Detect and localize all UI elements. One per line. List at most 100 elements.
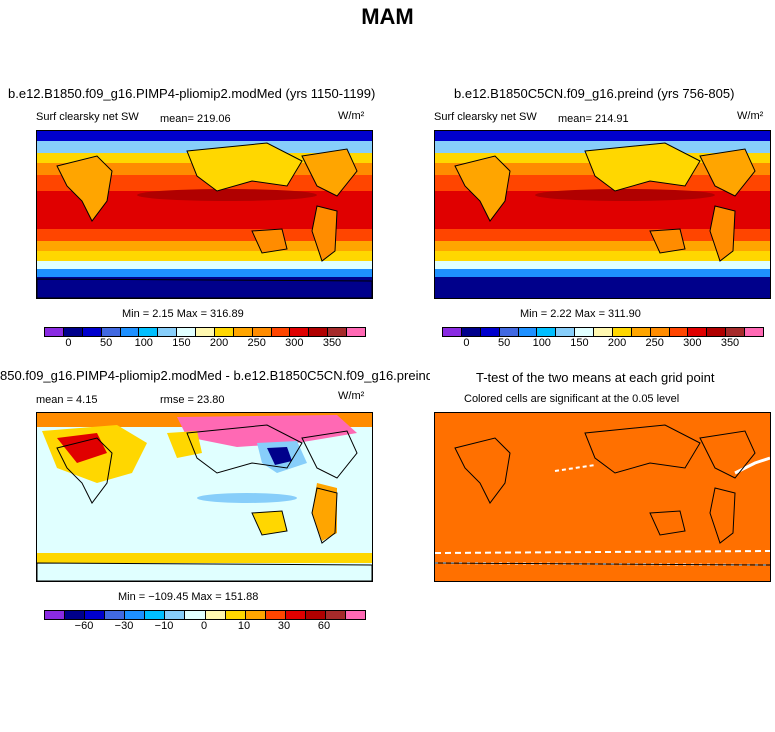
panel1-colorbar-tick: 200 [209, 337, 229, 349]
panel3-map-svg [37, 413, 372, 581]
panel3-colorbar-swatch [45, 611, 66, 619]
panel3-colorbar-tick: −10 [154, 620, 174, 632]
panel2-colorbar-swatch [669, 328, 689, 336]
panel1-colorbar-swatch [196, 328, 215, 336]
panel3-colorbar-tick: −30 [114, 620, 134, 632]
panel1-colorbar-swatch [158, 328, 178, 336]
panel2-units: W/m² [737, 110, 764, 122]
ttest-background [435, 413, 770, 581]
panel2-colorbar-swatch [688, 328, 708, 336]
panel3-colorbar-swatch [305, 611, 326, 619]
panel1-mean: mean= 219.06 [160, 113, 231, 125]
panel4-map [434, 412, 771, 582]
panel1-colorbar-swatch [82, 328, 102, 336]
panel1-variable: Surf clearsky net SW [36, 111, 139, 123]
panel1-units: W/m² [338, 110, 365, 122]
panel3-map [36, 412, 373, 582]
panel2-colorbar-tick: 0 [463, 337, 470, 349]
panel2-colorbar-tick: 100 [532, 337, 551, 349]
panel2-map [434, 130, 771, 299]
panel2-colorbar-tick: 50 [497, 337, 511, 349]
panel3-colorbar-swatch [145, 611, 166, 619]
panel3-rmse: rmse = 23.80 [160, 394, 225, 406]
panel2-colorbar-tick: 200 [607, 337, 627, 349]
panel3-colorbar-tick: 10 [237, 620, 251, 632]
panel3-colorbar-swatch [125, 611, 146, 619]
panel1-colorbar-swatch [101, 328, 121, 336]
panel4-title: T-test of the two means at each grid poi… [476, 370, 715, 385]
panel3-colorbar-swatch [85, 611, 106, 619]
panel1-map-svg [37, 131, 372, 298]
panel1-colorbar-tick: 50 [99, 337, 113, 349]
panel1-colorbar-swatch [214, 328, 234, 336]
panel2-colorbar-swatch [499, 328, 519, 336]
panel1-colorbar-swatch [120, 328, 140, 336]
panel3-colorbar-tick: 0 [200, 620, 208, 632]
panel3-stats: Min = −109.45 Max = 151.88 [118, 591, 259, 603]
panel3-colorbar-swatch [65, 611, 86, 619]
panel3-mean: mean = 4.15 [36, 394, 98, 406]
panel1-colorbar-swatch [290, 328, 310, 336]
panel2-colorbar-swatch [726, 328, 745, 336]
panel3-colorbar-tick: 30 [277, 620, 291, 632]
panel1-colorbar-tick: 300 [285, 337, 304, 349]
panel1-title: b.e12.B1850.f09_g16.PIMP4-pliomip2.modMe… [8, 86, 376, 101]
panel2-colorbar-tick: 250 [645, 337, 664, 349]
panel3-colorbar-swatch [245, 611, 266, 619]
panel1-colorbar-swatch [328, 328, 347, 336]
panel2-colorbar-swatch [556, 328, 576, 336]
panel2-colorbar-swatch [518, 328, 538, 336]
panel1-colorbar-swatch [271, 328, 291, 336]
panel1-colorbar-swatch [309, 328, 329, 336]
panel2-colorbar-swatch [707, 328, 727, 336]
panel3-units: W/m² [338, 390, 365, 402]
panel2-colorbar-tick: 300 [683, 337, 702, 349]
panel2-map-svg [435, 131, 770, 298]
panel1-colorbar-swatch [233, 328, 253, 336]
panel2-colorbar-swatch [650, 328, 670, 336]
panel2-variable: Surf clearsky net SW [434, 111, 537, 123]
panel2-colorbar-swatch [480, 328, 500, 336]
panel3-colorbar-swatch [185, 611, 206, 619]
panel1-colorbar-tick: 250 [247, 337, 266, 349]
panel3-colorbar-swatch [265, 611, 286, 619]
panel3-title-clip: b.e12.B1850.f09_g16.PIMP4-pliomip2.modMe… [0, 368, 430, 383]
panel1-colorbar-swatch [347, 328, 365, 336]
panel2-colorbar-swatch [594, 328, 613, 336]
panel2-mean: mean= 214.91 [558, 113, 629, 125]
panel2-title: b.e12.B1850C5CN.f09_g16.preind (yrs 756-… [454, 86, 735, 101]
panel1-colorbar-tick: 100 [134, 337, 153, 349]
panel1-colorbar-tick: 150 [172, 337, 191, 349]
panel2-colorbar-tick: 350 [720, 337, 740, 349]
panel1-colorbar-tick: 0 [65, 337, 72, 349]
panel1-colorbar-swatch [63, 328, 83, 336]
panel3-colorbar-swatch [225, 611, 246, 619]
panel1-colorbar-swatch [139, 328, 159, 336]
panel2-colorbar [442, 327, 764, 337]
panel4-subtitle: Colored cells are significant at the 0.0… [464, 393, 680, 405]
panel2-colorbar-swatch [612, 328, 632, 336]
panel2-stats: Min = 2.22 Max = 311.90 [520, 308, 641, 320]
panel3-title: b.e12.B1850.f09_g16.PIMP4-pliomip2.modMe… [0, 368, 430, 383]
panel2-colorbar-swatch [631, 328, 651, 336]
panel2-colorbar-swatch [461, 328, 481, 336]
panel1-colorbar-swatch [252, 328, 272, 336]
panel1-colorbar-swatch [177, 328, 196, 336]
panel2-colorbar-tick: 150 [570, 337, 589, 349]
panel2-colorbar-swatch [745, 328, 763, 336]
panel3-colorbar-swatch [165, 611, 186, 619]
panel2-colorbar-swatch [443, 328, 462, 336]
page-title: MAM [361, 4, 414, 29]
panel3-colorbar-swatch [325, 611, 346, 619]
panel1-map [36, 130, 373, 299]
panel3-colorbar-tick: −60 [74, 620, 94, 632]
panel4-map-svg [435, 413, 770, 581]
panel1-colorbar-tick: 350 [322, 337, 342, 349]
panel3-colorbar [44, 610, 366, 620]
panel2-colorbar-swatch [537, 328, 557, 336]
panel3-colorbar-swatch [205, 611, 226, 619]
panel1-colorbar [44, 327, 366, 337]
panel3-colorbar-swatch [105, 611, 126, 619]
panel3-colorbar-swatch [285, 611, 306, 619]
panel3-colorbar-tick: 60 [317, 620, 331, 632]
